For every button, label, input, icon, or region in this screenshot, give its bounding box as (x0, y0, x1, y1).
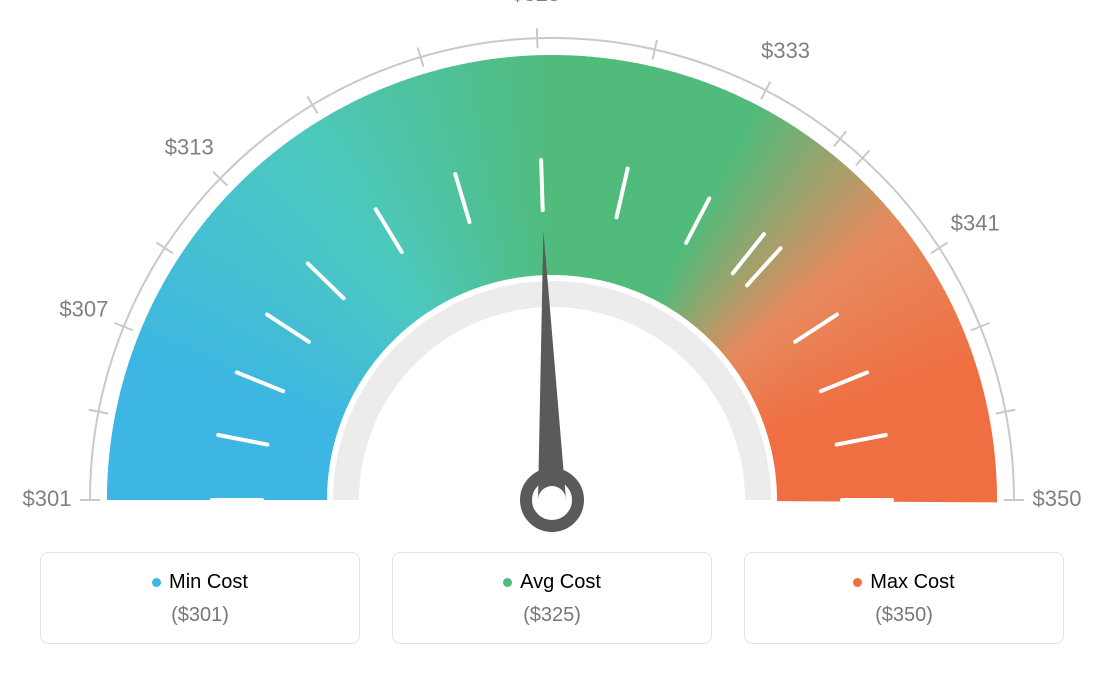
legend-card-max: Max Cost ($350) (744, 552, 1064, 644)
gauge-tick-label: $333 (761, 38, 810, 63)
gauge-tick-label: $325 (511, 0, 560, 6)
legend-row: Min Cost ($301) Avg Cost ($325) Max Cost… (0, 540, 1104, 644)
legend-dot-avg (503, 578, 512, 587)
legend-title-avg: Avg Cost (503, 571, 601, 594)
gauge-svg: $301 $307 $313 $325 $333 $341 $350 (0, 0, 1104, 540)
legend-value-min: ($301) (51, 604, 349, 627)
gauge-chart: $301 $307 $313 $325 $333 $341 $350 (0, 0, 1104, 540)
legend-label-min: Min Cost (169, 571, 248, 594)
legend-dot-min (152, 578, 161, 587)
legend-value-avg: ($325) (403, 604, 701, 627)
legend-card-min: Min Cost ($301) (40, 552, 360, 644)
legend-title-max: Max Cost (853, 571, 954, 594)
legend-label-avg: Avg Cost (520, 571, 601, 594)
legend-value-max: ($350) (755, 604, 1053, 627)
gauge-tick-label: $313 (165, 134, 214, 159)
gauge-tick-label: $301 (23, 486, 72, 511)
legend-label-max: Max Cost (870, 571, 954, 594)
legend-title-min: Min Cost (152, 571, 248, 594)
legend-card-avg: Avg Cost ($325) (392, 552, 712, 644)
gauge-tick-label: $350 (1033, 486, 1082, 511)
legend-dot-max (853, 578, 862, 587)
gauge-tick-label: $341 (951, 210, 1000, 235)
gauge-tick-label: $307 (59, 296, 108, 321)
